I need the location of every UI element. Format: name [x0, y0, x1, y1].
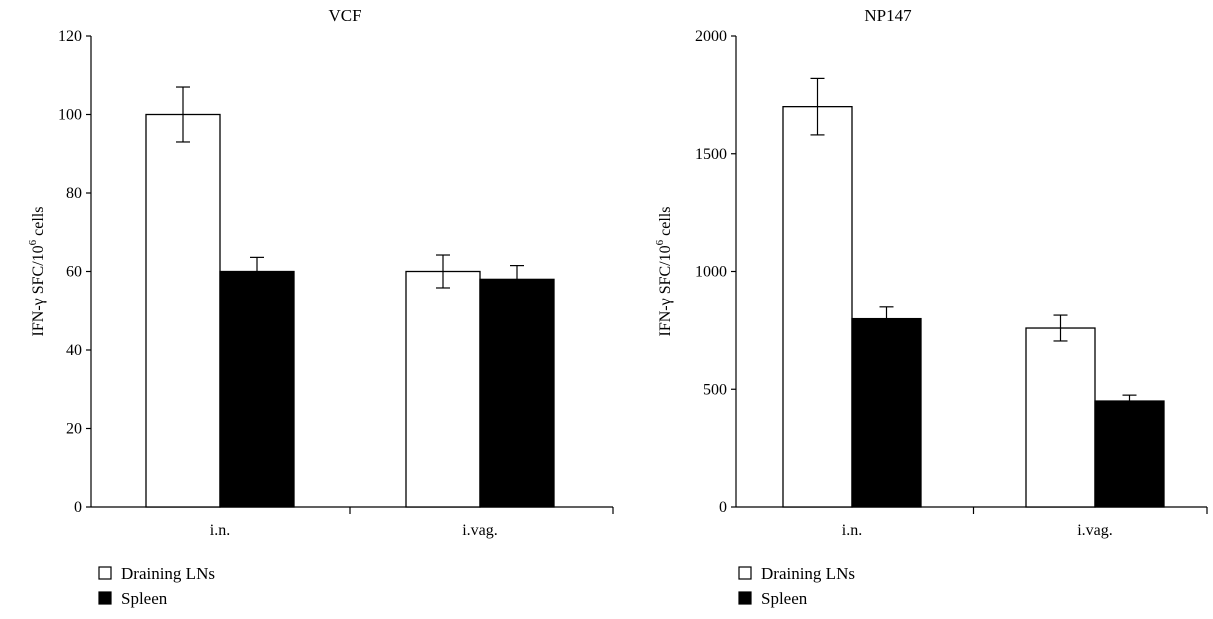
bar-draining-lns-in — [782, 106, 853, 508]
y-tick-label: 60 — [66, 264, 82, 281]
y-axis-label: IFN-γ SFC/106 cells — [27, 207, 47, 337]
y-tick-label: 80 — [66, 185, 82, 202]
y-axis-label-suffix: cells — [30, 207, 47, 240]
legend-label: Draining LNs — [121, 564, 215, 583]
y-tick-label: 120 — [58, 28, 82, 45]
y-tick-label: 1500 — [695, 146, 727, 163]
y-tick-label: 2000 — [695, 28, 727, 45]
bar-spleen-ivag — [479, 278, 555, 508]
chart-title: NP147 — [864, 6, 912, 25]
chart-0: VCF 0 20 40 60 80 100 120 i.n. i.vag. IFN-γ SFC/10… — [27, 6, 614, 608]
x-category-label: i.n. — [210, 522, 230, 539]
chart-title: VCF — [328, 6, 361, 25]
legend-swatch — [738, 591, 752, 605]
bar-draining-lns-in — [145, 113, 221, 508]
chart-1: NP147 0 500 1000 1500 2000 i.n. i.vag. IFN-γ SFC… — [654, 6, 1208, 608]
y-tick-label: 40 — [66, 342, 82, 359]
bar-draining-lns-ivag — [405, 270, 481, 508]
y-tick-label: 0 — [74, 499, 82, 516]
legend-swatch — [98, 566, 112, 580]
y-tick-label: 500 — [703, 381, 727, 398]
y-axis-label-main: IFN-γ SFC/10 — [30, 245, 47, 336]
legend-label: Spleen — [761, 589, 808, 608]
legend-label: Spleen — [121, 589, 168, 608]
bar-spleen-in — [851, 317, 922, 508]
y-axis-label: IFN-γ SFC/106 cells — [654, 207, 674, 337]
y-axis-label-main: IFN-γ SFC/10 — [657, 245, 674, 336]
y-axis-label-superscript: 6 — [27, 239, 39, 245]
bar-spleen-ivag — [1094, 400, 1165, 508]
legend-label: Draining LNs — [761, 564, 855, 583]
x-category-label: i.vag. — [1077, 522, 1113, 539]
bar-spleen-in — [219, 270, 295, 508]
y-tick-label: 100 — [58, 107, 82, 124]
bar-draining-lns-ivag — [1025, 327, 1096, 508]
y-tick-label: 20 — [66, 421, 82, 438]
y-axis-label-suffix: cells — [657, 207, 674, 240]
legend-swatch — [98, 591, 112, 605]
y-tick-label: 1000 — [695, 264, 727, 281]
x-category-label: i.vag. — [462, 522, 498, 539]
legend-swatch — [738, 566, 752, 580]
y-axis-label-superscript: 6 — [654, 239, 666, 245]
y-tick-label: 0 — [719, 499, 727, 516]
x-category-label: i.n. — [842, 522, 862, 539]
